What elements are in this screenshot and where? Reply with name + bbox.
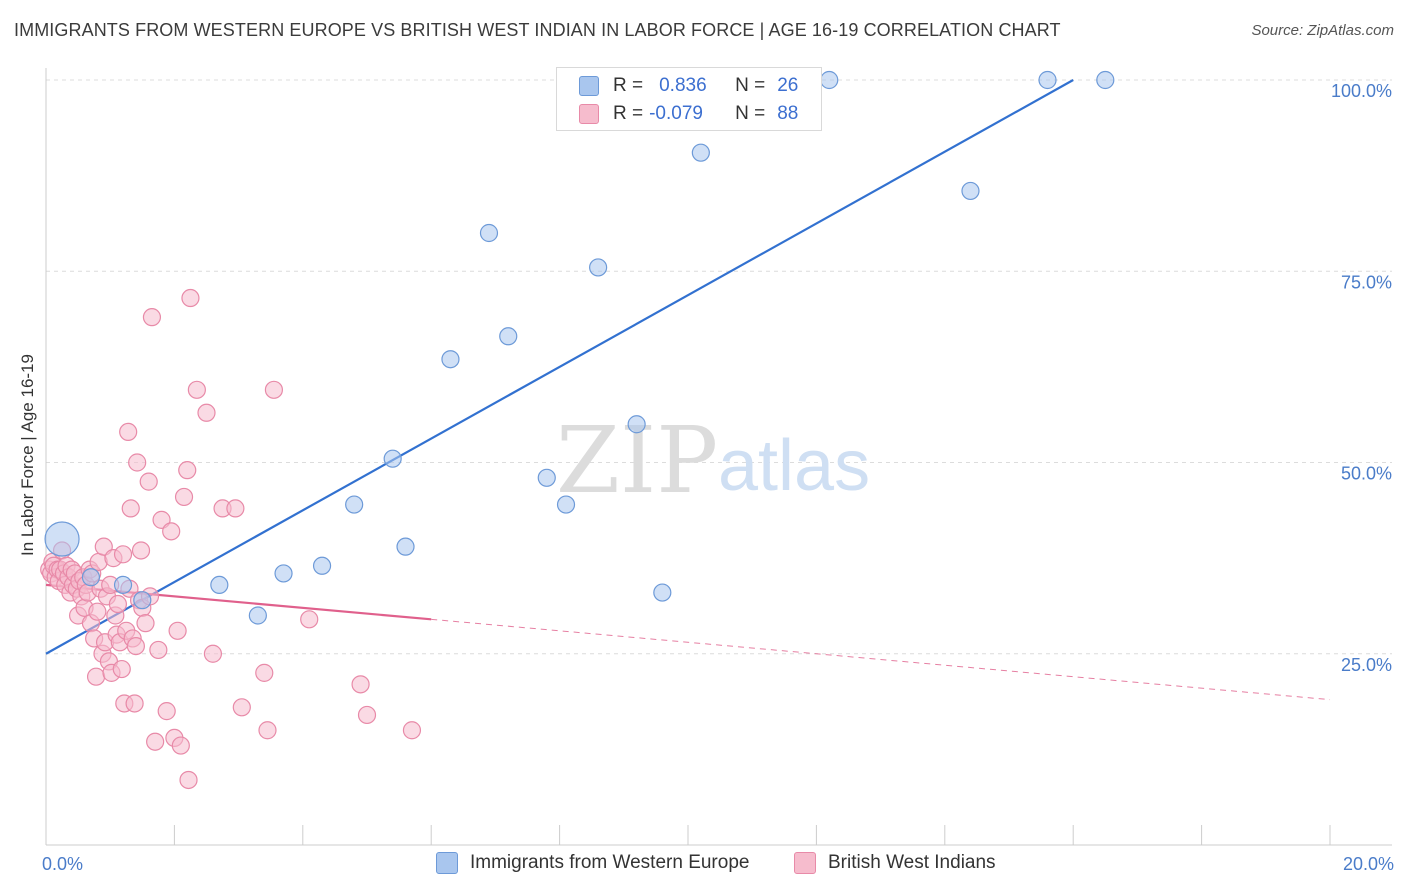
british-west-indians-point (119, 422, 138, 441)
axis-labels: 25.0% 50.0% 75.0% 100.0% 0.0% 20.0% In Labor F… (18, 81, 1394, 874)
western-europe-point (691, 143, 710, 162)
british-west-indians-point (171, 736, 190, 755)
british-west-indians-point (86, 667, 106, 686)
british-west-indians-point (255, 663, 274, 682)
western-europe-point (820, 70, 839, 90)
british-west-indians-point (181, 288, 200, 308)
british-west-indians-point (226, 499, 245, 518)
gridlines (46, 79, 1392, 655)
british-west-indians-legend-label: British West Indians (828, 852, 996, 873)
western-europe-point (499, 327, 518, 346)
british-west-indians-point (179, 770, 198, 790)
british-west-indians-legend-swatch (794, 852, 816, 874)
british-west-indians-point (174, 487, 194, 507)
british-west-indians-point (146, 732, 165, 751)
western-europe-point (133, 591, 152, 610)
british-west-indians-point (168, 621, 187, 640)
y-tick-label: 25.0% (1341, 655, 1392, 675)
british-west-indians-point (258, 721, 277, 740)
british-west-indians-point (131, 541, 151, 560)
trend-lines (45, 79, 1331, 701)
western-europe-point (653, 583, 672, 602)
y-tick-label: 100.0% (1331, 81, 1392, 101)
british-west-indians-point (402, 721, 422, 740)
trendline-british-west-indians-extension (431, 618, 1331, 701)
source-credit: Source: ZipAtlas.com (1251, 22, 1394, 39)
western-europe-point (312, 556, 332, 575)
western-europe-swatch (579, 76, 599, 96)
british-west-indians-point (113, 545, 133, 564)
british-west-indians-point (121, 499, 140, 518)
british-west-indians-point (126, 636, 145, 656)
western-europe-point (1096, 70, 1115, 90)
british-west-indians-point (108, 594, 128, 614)
western-europe-point (556, 495, 576, 514)
british-west-indians-point (88, 602, 107, 621)
western-europe-point (248, 606, 267, 625)
british-west-indians-point (142, 308, 162, 327)
british-west-indians-point (197, 403, 216, 422)
legend-item-western-europe[interactable]: Immigrants from Western Europe (436, 852, 749, 874)
western-europe-point (537, 468, 556, 487)
british-west-indians-point (264, 380, 284, 399)
british-west-indians-point (232, 698, 251, 717)
british-west-indians-point (112, 659, 131, 679)
axes (45, 68, 1392, 846)
chart-title: IMMIGRANTS FROM WESTERN EUROPE VS BRITIS… (14, 20, 1061, 40)
watermark-atlas: atlas (718, 426, 870, 506)
british-west-indians-point (187, 380, 206, 399)
r-value: -0.079 (649, 103, 703, 124)
n-value: 88 (777, 103, 799, 124)
western-europe-point (274, 564, 293, 583)
british-west-indians-point (128, 453, 147, 472)
stats-row-western-europe: R = 0.836 N = 26 (579, 74, 798, 98)
western-europe-point (479, 223, 499, 243)
y-axis-label: In Labor Force | Age 16-19 (18, 354, 37, 556)
y-tick-label: 50.0% (1341, 464, 1392, 484)
western-europe-point (441, 350, 460, 369)
british-west-indians-point (300, 610, 319, 629)
western-europe-point (210, 575, 229, 595)
western-europe-point (1038, 70, 1057, 90)
british-west-indians-point (139, 472, 158, 491)
western-europe-legend-swatch (436, 852, 458, 874)
x-tick-label-min: 0.0% (42, 854, 83, 874)
r-label: R = (613, 75, 644, 96)
r-value: 0.836 (659, 75, 707, 96)
y-tick-label: 75.0% (1341, 272, 1392, 292)
western-europe-point (383, 449, 402, 468)
british-west-indians-swatch (579, 104, 599, 124)
western-europe-point (113, 575, 133, 595)
western-europe-legend-label: Immigrants from Western Europe (470, 852, 750, 873)
n-label: N = (735, 103, 766, 124)
western-europe-point (81, 568, 101, 587)
stats-legend: R = 0.836 N = 26 R = -0.079 N = 88 (556, 67, 822, 131)
british-west-indians-point (125, 694, 144, 713)
british-west-indians-point (178, 461, 197, 480)
british-west-indians-point (157, 702, 176, 721)
british-west-indians-point (162, 522, 181, 541)
western-europe-point (589, 258, 608, 277)
western-europe-point (961, 181, 980, 201)
british-west-indians-point (351, 675, 370, 694)
british-west-indians-point (357, 705, 377, 725)
british-west-indians-point (136, 614, 155, 633)
x-tick-label-max: 20.0% (1343, 854, 1394, 874)
western-europe-point (345, 495, 364, 514)
western-europe-point (44, 521, 80, 557)
stats-row-british-west-indians: R = -0.079 N = 88 (579, 102, 798, 126)
british-west-indians-point (203, 644, 223, 663)
british-west-indians-point (149, 640, 168, 660)
r-label: R = (613, 103, 644, 124)
western-europe-point (396, 537, 415, 556)
western-europe-point (627, 415, 646, 434)
watermark: ZIP atlas (556, 407, 870, 514)
n-label: N = (735, 75, 766, 96)
legend-item-british-west-indians[interactable]: British West Indians (794, 852, 996, 874)
n-value: 26 (777, 75, 799, 96)
trendline-western-europe (45, 79, 1074, 655)
